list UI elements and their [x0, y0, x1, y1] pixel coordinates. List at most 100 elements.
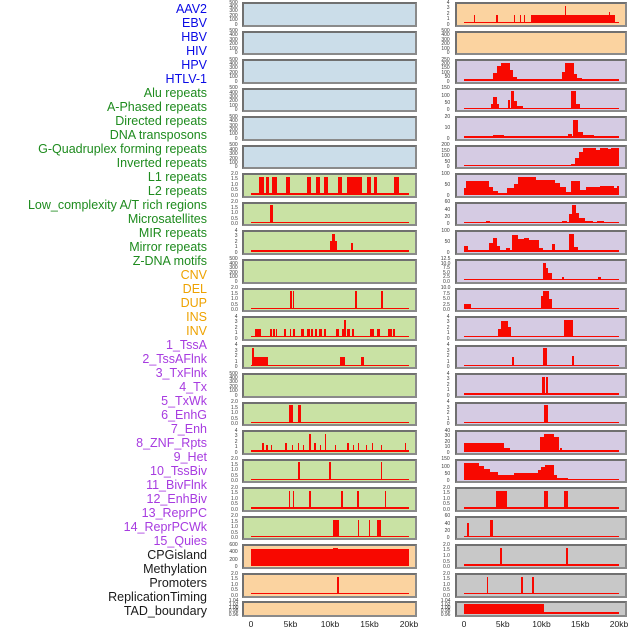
- data-bar: [537, 470, 541, 481]
- y-axis-ticks-4-tx: 200 150 100 50 0: [422, 143, 452, 171]
- data-bar: [259, 176, 265, 195]
- track-label-mirror-repeats: Mirror repeats: [129, 240, 207, 254]
- y-tick-value: 5.0: [443, 296, 450, 302]
- zero-baseline: [464, 336, 619, 338]
- data-bar: [598, 276, 602, 281]
- data-bar: [292, 328, 295, 338]
- data-bar: [464, 463, 479, 481]
- y-tick-value: 0: [447, 107, 450, 113]
- data-bar: [564, 62, 575, 81]
- zero-baseline: [251, 535, 409, 538]
- track-data-region: [464, 575, 619, 596]
- data-bar: [493, 191, 499, 195]
- data-bar: [251, 348, 254, 366]
- y-tick-value: 1.5: [443, 490, 450, 496]
- y-tick-value: 4: [235, 227, 238, 234]
- data-bar: [574, 74, 578, 81]
- data-bar: [393, 176, 400, 195]
- data-bar: [567, 134, 573, 138]
- y-tick-value: 0: [235, 564, 238, 570]
- zero-baseline: [251, 336, 409, 338]
- data-bar: [269, 205, 273, 224]
- y-tick-value: 200: [229, 126, 238, 133]
- track-data-region: [251, 118, 409, 139]
- y-tick-value: 1.0: [231, 495, 238, 502]
- y-tick-value: 0.5: [443, 558, 450, 564]
- y-tick-value: 300: [229, 379, 238, 385]
- y-tick-value: 0.0: [443, 592, 450, 599]
- data-bar: [540, 296, 544, 309]
- track-plot-10-tssbiv: [455, 316, 627, 341]
- data-bar: [539, 248, 544, 252]
- x-axis-tick-10kb: 10kb: [532, 618, 551, 629]
- y-tick-value: 1.5: [443, 547, 450, 553]
- data-bar: [309, 433, 311, 452]
- data-bar: [471, 249, 476, 252]
- track-data-region: [464, 261, 619, 282]
- track-data-region: [464, 118, 619, 139]
- y-tick-value: 100: [229, 74, 238, 80]
- data-bar: [473, 14, 476, 24]
- data-bar: [500, 548, 503, 566]
- track-plot-dna-transposons: [242, 258, 417, 284]
- y-tick-value: 100: [229, 388, 238, 394]
- data-bar: [307, 176, 312, 195]
- data-bar: [492, 238, 497, 252]
- track-data-region: [251, 261, 409, 282]
- track-label-tad-boundary: TAD_boundary: [123, 604, 207, 618]
- y-tick-value: 400: [229, 146, 238, 153]
- y-tick-value: 400: [441, 32, 450, 38]
- y-tick-value: 500: [229, 85, 238, 91]
- track-plot-mir-repeats: [242, 458, 417, 484]
- data-bar: [596, 221, 605, 224]
- y-tick-value: 1: [235, 358, 238, 365]
- track-data-region: [464, 90, 619, 111]
- y-tick-value: 0.5: [231, 501, 238, 507]
- y-tick-value: 0: [447, 221, 450, 227]
- y-tick-value: 0.5: [231, 187, 238, 193]
- y-tick-value: 150: [441, 85, 450, 91]
- y-tick-value: 1.0: [231, 581, 238, 588]
- x-axis-tick-0: 0: [461, 618, 467, 629]
- y-tick-value: 2: [447, 410, 450, 416]
- data-bar: [500, 320, 509, 338]
- data-bar: [355, 291, 358, 309]
- track-plot-del: [242, 573, 417, 598]
- y-tick-value: 200: [229, 12, 238, 19]
- track-data-region: [251, 546, 409, 567]
- data-bar: [329, 462, 332, 481]
- y-axis-ticks-mirror-repeats: 2.0 1.5 1.0 0.5 0.0: [210, 485, 240, 513]
- y-tick-value: 1: [447, 330, 450, 336]
- data-bar: [275, 328, 278, 338]
- x-axis-tick-15kb: 15kb: [571, 618, 590, 629]
- data-bar: [464, 246, 468, 252]
- y-tick-value: 10.0: [440, 260, 450, 267]
- data-bar: [548, 299, 552, 309]
- y-tick-value: 1.0: [231, 410, 238, 416]
- track-plot-replicationtiming: [455, 573, 627, 598]
- track-label-methylation: Methylation: [143, 562, 207, 576]
- data-bar: [272, 328, 275, 338]
- data-bar: [570, 91, 576, 110]
- y-tick-value: 20: [444, 438, 450, 445]
- track-plot-5-txwk: [455, 173, 627, 198]
- y-tick-value: 0.0: [231, 478, 238, 484]
- track-data-region: [251, 290, 409, 311]
- y-tick-value: 40: [444, 427, 450, 434]
- y-tick-value: 0.5: [231, 472, 238, 479]
- zero-baseline: [251, 221, 409, 224]
- data-bar: [485, 221, 490, 224]
- y-tick-value: 0: [447, 21, 450, 28]
- y-tick-value: 400: [229, 3, 238, 10]
- y-tick-value: 3: [447, 376, 450, 382]
- track-plot-promoters: [455, 544, 627, 570]
- y-tick-value: 1.04: [440, 598, 450, 604]
- data-bar: [513, 473, 538, 481]
- track-data-region: [251, 175, 409, 196]
- track-plot-cpgisland: [455, 487, 627, 512]
- zero-baseline: [464, 164, 619, 167]
- data-bar: [496, 14, 498, 24]
- data-bar: [531, 14, 615, 24]
- data-bar: [333, 548, 338, 566]
- y-tick-value: 2.0: [231, 513, 238, 519]
